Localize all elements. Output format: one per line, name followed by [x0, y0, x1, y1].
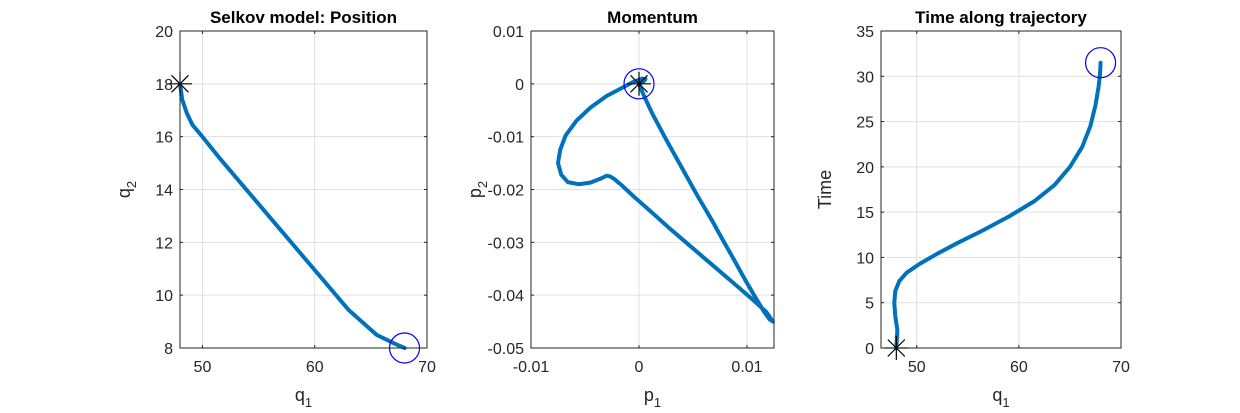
y-tick-label: 18	[155, 77, 173, 94]
x-axis-label: q1	[992, 385, 1009, 410]
series-line	[892, 60, 1103, 350]
y-tick-label: -0.05	[488, 341, 525, 358]
y-axis-label: q2	[114, 181, 139, 198]
y-tick-label: 10	[856, 250, 874, 267]
x-tick-label: -0.01	[513, 359, 550, 376]
y-tick-label: 10	[155, 288, 173, 305]
y-tick-label: 20	[856, 160, 874, 177]
y-tick-label: 5	[865, 296, 874, 313]
x-tick-label: 60	[306, 359, 324, 376]
y-tick-label: 16	[155, 130, 173, 147]
y-tick-label: 0	[865, 341, 874, 358]
x-axis-label: p1	[644, 385, 661, 410]
x-tick-label: 50	[194, 359, 212, 376]
x-tick-label: 70	[418, 359, 436, 376]
y-tick-label: 35	[856, 24, 874, 41]
y-tick-label: 20	[155, 24, 173, 41]
start-star-marker	[627, 71, 651, 96]
y-tick-label: 25	[856, 115, 874, 132]
x-tick-label: 0.01	[731, 359, 762, 376]
axes-frame	[880, 30, 1122, 349]
chart-momentum: -0.01 0 0.01 -0.05 -0.04 -0.03 -0.02 -0.01 0 0.01…	[465, 8, 775, 410]
chart-position: 50 60 70 8 10 12 14 16 18 20 Selkov model: Positio…	[114, 8, 436, 410]
x-axis-label: q1	[295, 385, 312, 410]
y-tick-label: 8	[164, 341, 173, 358]
y-tick-label: -0.03	[488, 235, 525, 252]
end-circle-marker	[1084, 47, 1117, 79]
y-tick-label: -0.01	[488, 130, 525, 147]
chart-title: Selkov model: Position	[210, 8, 397, 27]
y-tick-label: 0.01	[493, 24, 524, 41]
end-circle-marker	[623, 68, 655, 100]
x-tick-label: 70	[1112, 359, 1130, 376]
y-tick-label: 12	[155, 235, 173, 252]
y-tick-label: -0.04	[488, 288, 525, 305]
series-line	[556, 76, 775, 324]
y-axis-label: Time	[815, 170, 835, 209]
plot-area	[881, 31, 1121, 348]
chart-time: 50 60 70 0 5 10 15 20 25 30 35 Time along trajector…	[815, 8, 1130, 410]
y-tick-label: 0	[515, 77, 524, 94]
y-tick-label: 30	[856, 69, 874, 86]
chart-title: Momentum	[607, 8, 698, 27]
chart-title: Time along trajectory	[915, 8, 1087, 27]
y-tick-label: 15	[856, 205, 874, 222]
series-line	[178, 81, 407, 350]
x-tick-label: 50	[908, 359, 926, 376]
y-tick-label: 14	[155, 183, 173, 200]
y-tick-label: -0.02	[488, 183, 525, 200]
x-tick-label: 0	[635, 359, 644, 376]
y-axis-label: p2	[465, 181, 490, 198]
x-tick-label: 60	[1010, 359, 1028, 376]
